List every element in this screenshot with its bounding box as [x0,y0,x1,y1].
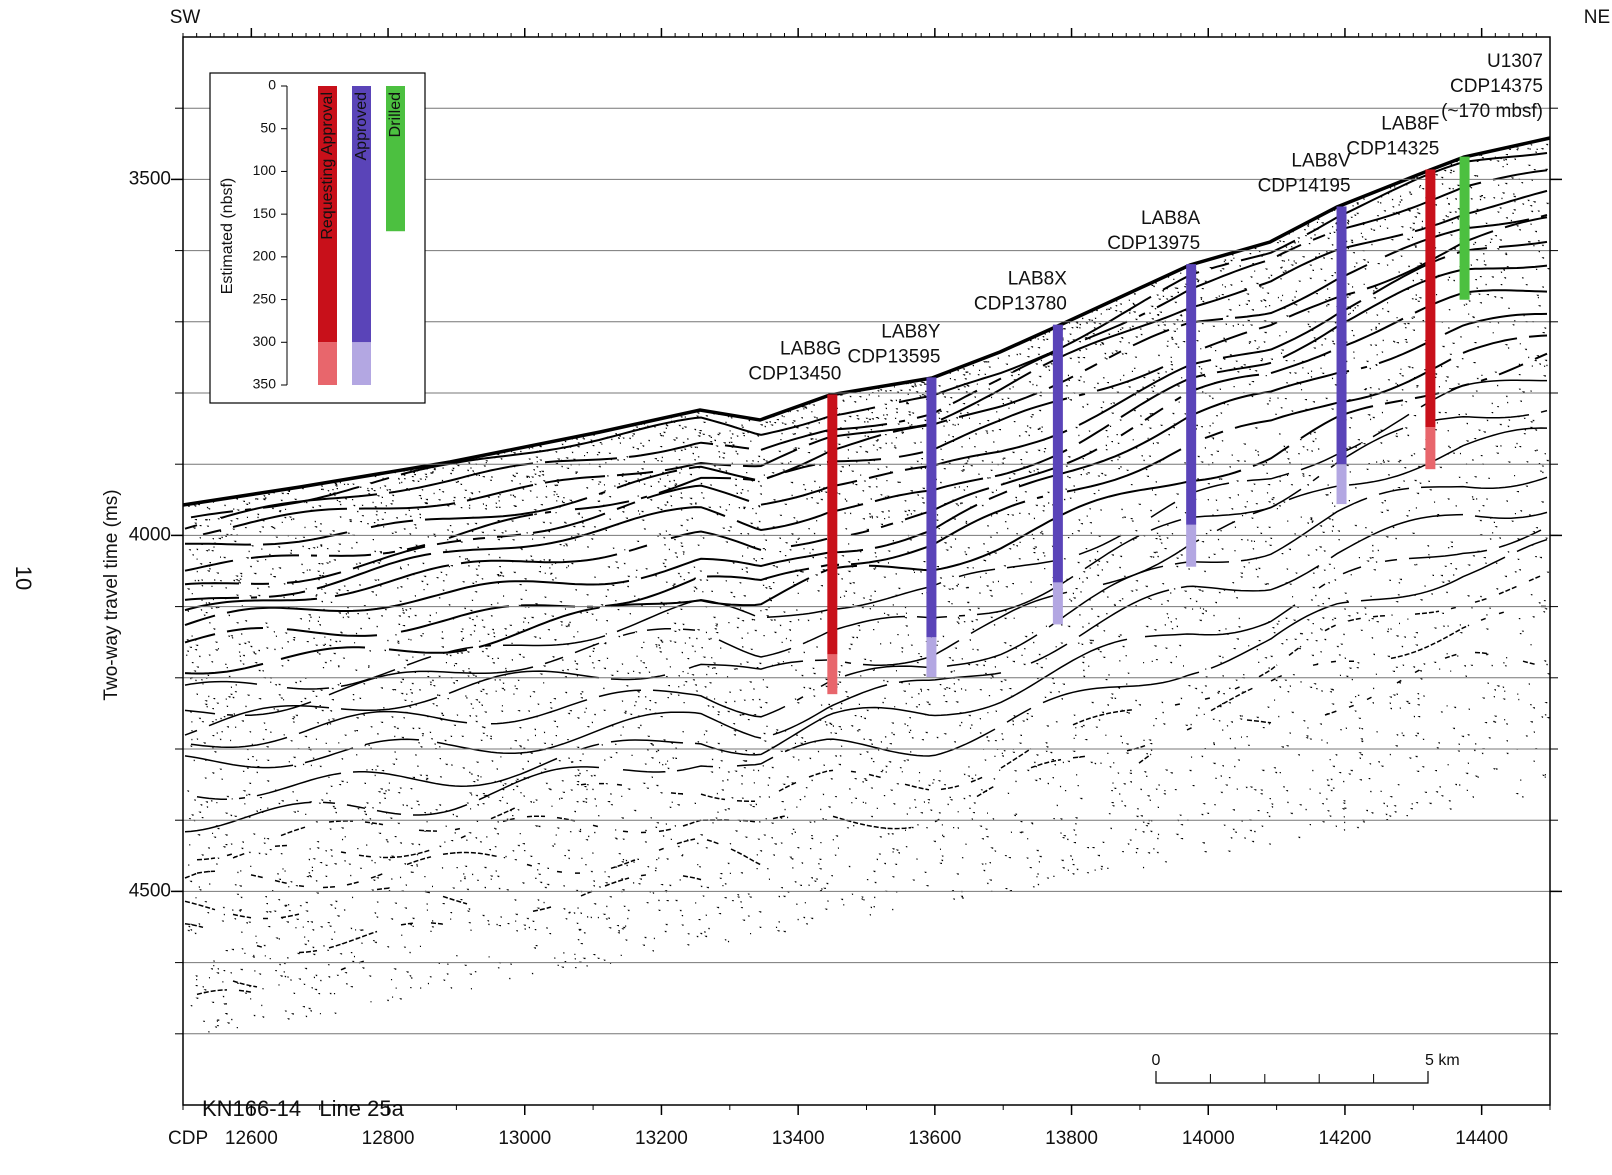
reflector [197,653,1547,888]
legend-extension [352,342,371,385]
legend-tick-label: 50 [260,119,276,135]
reflector [184,312,1548,627]
site-cdp: CDP14195 [1258,175,1351,196]
legend-tick-label: 300 [253,333,277,349]
x-tick-label: 13000 [498,1128,551,1149]
x-tick-label: 13400 [772,1128,825,1149]
site-bar [1336,206,1347,465]
site-cdp: CDP13780 [974,294,1067,315]
site-name: LAB8G [780,338,841,359]
x-tick-label: 13600 [908,1128,961,1149]
site-note: (~170 mbsf) [1441,101,1543,122]
site-extension [1052,582,1063,625]
site-cdp: CDP13595 [847,346,940,367]
y-tick-label: 3500 [129,168,171,189]
site-extension [1336,464,1347,505]
y-tick-label: 4500 [129,880,171,901]
site-cdp: CDP14375 [1450,76,1543,97]
reflector [202,189,1548,536]
site-name: LAB8A [1141,208,1200,229]
site-bar [827,394,838,655]
x-tick-label: 13200 [635,1128,688,1149]
legend-tick-label: 350 [253,376,277,392]
site-name: LAB8X [1008,269,1067,290]
scale-start: 0 [1152,1052,1161,1069]
scale-bar [1155,1071,1429,1084]
legend-axis-label: Estimated (nbsf) [219,178,236,294]
reflector [184,427,1548,736]
site-name: LAB8V [1291,150,1350,171]
x-tick-label: 14200 [1319,1128,1372,1149]
caption: KN166-14 Line 25a [202,1096,405,1121]
reflector [233,954,401,987]
reflector [184,511,1548,769]
legend-tick-label: 0 [268,77,276,93]
legend-bar [318,86,337,343]
site-name: LAB8Y [881,321,940,342]
site-cdp: CDP14325 [1346,138,1439,159]
seafloor [182,136,1551,507]
legend-tick-label: 100 [253,162,277,178]
site-name: U1307 [1487,51,1543,72]
legend-label: Drilled [387,92,404,137]
legend-bar [352,86,371,343]
legend-tick-label: 150 [253,205,277,221]
legend-label: Approved [353,92,370,161]
site-extension [1186,524,1197,567]
x-tick-label: 13800 [1045,1128,1098,1149]
reflector [184,605,1548,879]
x-tick-label: 14400 [1455,1128,1508,1149]
page-number: 10 [11,566,36,590]
legend-tick-label: 250 [253,290,277,306]
reflector [190,476,1548,748]
y-tick-label: 4000 [129,524,171,545]
x-tick-label: 12800 [362,1128,415,1149]
legend-tick-label: 200 [253,248,277,264]
reflector [185,923,473,953]
direction-left: SW [170,7,201,28]
site-bar [1459,156,1470,300]
legend-label: Requesting Approval [319,92,336,240]
plot-frame [182,36,1551,1106]
site-cdp: CDP13975 [1107,233,1200,254]
legend-extension [318,342,337,385]
reflector [196,529,1542,800]
reflector [196,989,252,996]
reflector [184,538,1548,833]
site-bar [1425,169,1436,428]
site-extension [1425,427,1436,470]
x-tick-label: 14000 [1182,1128,1235,1149]
legend-bar [386,86,405,232]
site-extension [827,654,838,695]
x-axis-label: CDP [168,1128,208,1149]
site-bar [1052,324,1063,583]
x-tick-label: 12600 [225,1128,278,1149]
site-cdp: CDP13450 [748,363,841,384]
site-extension [926,637,937,678]
y-axis-label: Two-way travel time (ms) [101,489,122,700]
scale-end: 5 km [1425,1052,1460,1069]
site-name: LAB8F [1381,113,1439,134]
reflector [184,874,702,920]
site-bar [1186,264,1197,525]
site-bar [926,377,937,638]
direction-right: NE [1584,7,1610,28]
reflector [196,575,1542,861]
